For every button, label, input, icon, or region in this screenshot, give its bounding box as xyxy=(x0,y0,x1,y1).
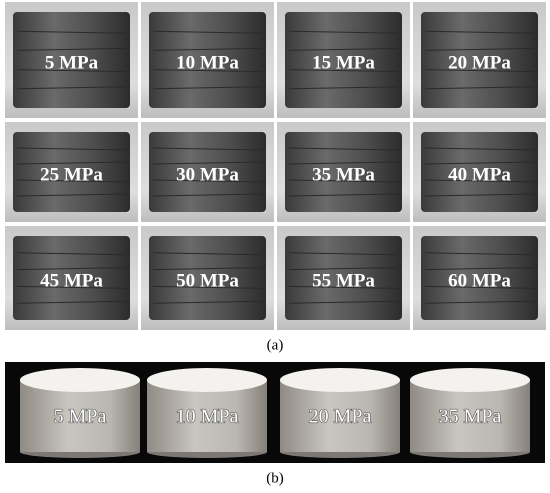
sample-label: 60 MPa xyxy=(448,270,511,291)
crack xyxy=(424,300,535,304)
sample-cylinder xyxy=(285,132,402,212)
crack xyxy=(288,47,399,51)
sample-label: 10 MPa xyxy=(176,406,239,428)
sample-label: 5 MPa xyxy=(45,52,99,73)
sample-cylinder xyxy=(13,132,130,212)
crack xyxy=(16,267,127,271)
crack xyxy=(16,147,127,151)
crack xyxy=(288,267,399,271)
crack xyxy=(288,147,399,151)
sample-cylinder xyxy=(13,12,130,108)
crack xyxy=(16,179,127,183)
sample-label: 30 MPa xyxy=(176,164,239,185)
sample-label: 35 MPa xyxy=(312,164,375,185)
crack xyxy=(16,300,127,304)
crack xyxy=(152,193,263,197)
crack xyxy=(424,47,535,51)
crack xyxy=(424,147,535,151)
crack xyxy=(16,161,127,165)
sample-label: 35 MPa xyxy=(439,406,502,428)
sample-cylinder xyxy=(421,236,538,320)
crack xyxy=(288,86,399,90)
crack xyxy=(424,161,535,165)
sample-cylinder xyxy=(13,236,130,320)
crack xyxy=(152,147,263,151)
crack xyxy=(288,69,399,73)
sample-cylinder xyxy=(421,12,538,108)
cylinder-top xyxy=(410,368,530,392)
crack xyxy=(288,193,399,197)
crack xyxy=(16,86,127,90)
crack xyxy=(424,285,535,289)
crack xyxy=(288,252,399,256)
sample-cylinder xyxy=(149,12,266,108)
crack xyxy=(152,30,263,34)
cylinder-top xyxy=(20,368,140,392)
caption-a: (a) xyxy=(267,337,284,353)
crack xyxy=(152,69,263,73)
sample-label: 50 MPa xyxy=(176,270,239,291)
crack xyxy=(16,69,127,73)
sample-cylinder xyxy=(149,132,266,212)
crack xyxy=(424,179,535,183)
crack xyxy=(424,252,535,256)
sample-label: 25 MPa xyxy=(40,164,103,185)
crack xyxy=(152,161,263,165)
cylinder-top xyxy=(280,368,400,392)
crack xyxy=(288,30,399,34)
crack xyxy=(288,179,399,183)
sample-label: 20 MPa xyxy=(309,406,372,428)
crack xyxy=(16,252,127,256)
crack xyxy=(424,267,535,271)
crack xyxy=(16,47,127,51)
sample-label: 20 MPa xyxy=(448,52,511,73)
cylinder-top xyxy=(147,368,267,392)
sample-label: 40 MPa xyxy=(448,164,511,185)
crack xyxy=(288,161,399,165)
sample-label: 15 MPa xyxy=(312,52,375,73)
crack xyxy=(152,179,263,183)
sample-cylinder xyxy=(285,236,402,320)
sample-label: 55 MPa xyxy=(312,270,375,291)
crack xyxy=(288,300,399,304)
crack xyxy=(16,285,127,289)
sample-cylinder xyxy=(149,236,266,320)
crack xyxy=(424,30,535,34)
sample-label: 10 MPa xyxy=(176,52,239,73)
crack xyxy=(424,193,535,197)
sample-label: 5 MPa xyxy=(54,406,107,428)
sample-cylinder xyxy=(421,132,538,212)
sample-cylinder xyxy=(285,12,402,108)
caption-b: (b) xyxy=(266,470,284,486)
crack xyxy=(152,285,263,289)
crack xyxy=(152,86,263,90)
crack xyxy=(424,69,535,73)
sample-label: 45 MPa xyxy=(40,270,103,291)
crack xyxy=(152,267,263,271)
crack xyxy=(16,193,127,197)
crack xyxy=(288,285,399,289)
crack xyxy=(16,30,127,34)
crack xyxy=(152,252,263,256)
crack xyxy=(152,47,263,51)
crack xyxy=(424,86,535,90)
crack xyxy=(152,300,263,304)
